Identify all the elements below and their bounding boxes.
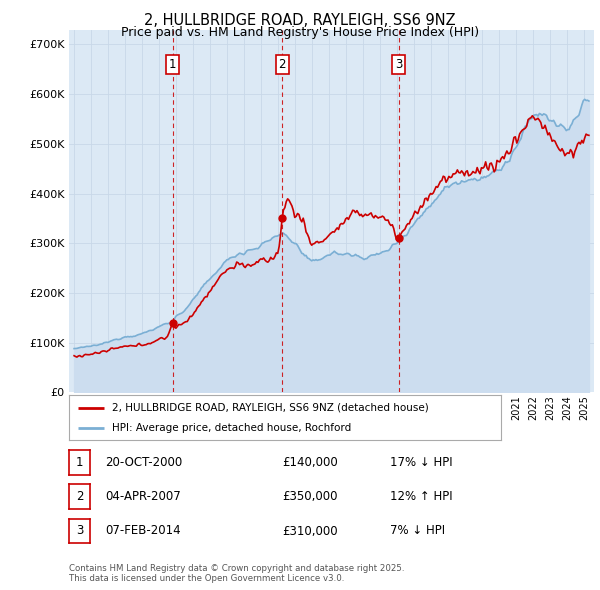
Text: £350,000: £350,000 xyxy=(282,490,337,503)
Text: 07-FEB-2014: 07-FEB-2014 xyxy=(105,525,181,537)
Text: 3: 3 xyxy=(76,525,83,537)
Text: 2, HULLBRIDGE ROAD, RAYLEIGH, SS6 9NZ (detached house): 2, HULLBRIDGE ROAD, RAYLEIGH, SS6 9NZ (d… xyxy=(112,403,429,412)
Text: HPI: Average price, detached house, Rochford: HPI: Average price, detached house, Roch… xyxy=(112,424,352,434)
Text: 2: 2 xyxy=(278,58,286,71)
Text: £140,000: £140,000 xyxy=(282,456,338,469)
Text: 1: 1 xyxy=(76,456,83,469)
Text: 20-OCT-2000: 20-OCT-2000 xyxy=(105,456,182,469)
Text: 3: 3 xyxy=(395,58,402,71)
Text: 2: 2 xyxy=(76,490,83,503)
Text: £310,000: £310,000 xyxy=(282,525,338,537)
Text: 12% ↑ HPI: 12% ↑ HPI xyxy=(390,490,452,503)
Text: 2, HULLBRIDGE ROAD, RAYLEIGH, SS6 9NZ: 2, HULLBRIDGE ROAD, RAYLEIGH, SS6 9NZ xyxy=(144,13,456,28)
Text: 04-APR-2007: 04-APR-2007 xyxy=(105,490,181,503)
Text: 17% ↓ HPI: 17% ↓ HPI xyxy=(390,456,452,469)
Text: 1: 1 xyxy=(169,58,176,71)
Text: 7% ↓ HPI: 7% ↓ HPI xyxy=(390,525,445,537)
Text: Contains HM Land Registry data © Crown copyright and database right 2025.
This d: Contains HM Land Registry data © Crown c… xyxy=(69,563,404,583)
Text: Price paid vs. HM Land Registry's House Price Index (HPI): Price paid vs. HM Land Registry's House … xyxy=(121,26,479,39)
